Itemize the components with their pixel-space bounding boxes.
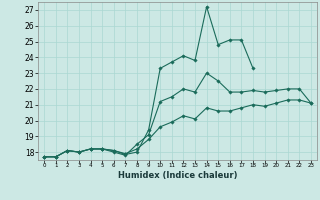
X-axis label: Humidex (Indice chaleur): Humidex (Indice chaleur): [118, 171, 237, 180]
